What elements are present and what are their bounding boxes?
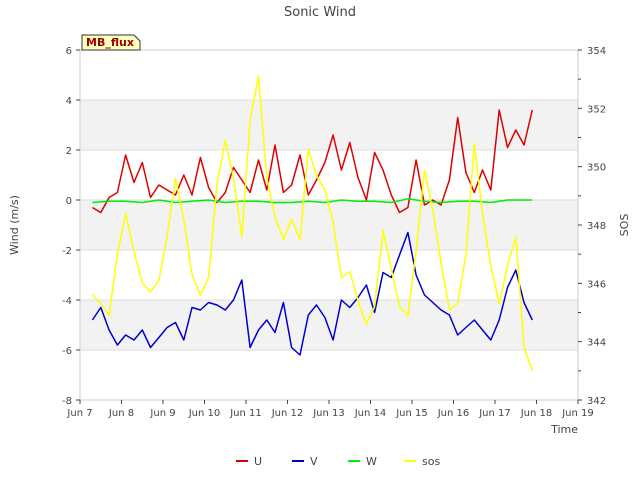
- y-left-tick-label: 6: [66, 46, 72, 57]
- y-left-tick-label: -2: [62, 246, 72, 257]
- y-right-tick-label: 342: [587, 396, 606, 407]
- legend-label-sos: sos: [422, 455, 440, 468]
- series-line-v: [91, 231, 533, 356]
- y-right-tick-label: 344: [587, 338, 606, 349]
- site-annotation-label: MB_flux: [86, 36, 134, 49]
- x-tick-label: Jun 13: [312, 408, 345, 419]
- y-right-tick-label: 348: [587, 221, 606, 232]
- x-tick-label: Jun 19: [561, 408, 594, 419]
- chart-title: Sonic Wind: [284, 5, 356, 20]
- y-axis-right-ticks: 342 344 346 348 350 352 354: [578, 46, 606, 407]
- background-band: [80, 350, 578, 400]
- x-tick-label: Jun 16: [437, 408, 470, 419]
- series-line-u: [92, 109, 534, 214]
- background-band: [80, 50, 578, 100]
- legend-label-u: U: [254, 455, 262, 468]
- y-axis-right-label: SOS: [618, 214, 631, 237]
- x-tick-label: Jun 17: [478, 408, 511, 419]
- legend-label-v: V: [310, 455, 318, 468]
- x-tick-label: Jun 9: [149, 408, 175, 419]
- series-line-w: [92, 198, 533, 204]
- background-band: [80, 100, 578, 150]
- y-axis-left-ticks: -8 -6 -4 -2 0 2 4 6: [62, 46, 80, 407]
- y-left-tick-label: -4: [62, 296, 72, 307]
- x-axis-label: Time: [550, 423, 578, 436]
- background-band: [80, 150, 578, 200]
- x-tick-label: Jun 7: [66, 408, 92, 419]
- x-axis-ticks: Jun 7 Jun 8 Jun 9 Jun 10 Jun 11 Jun 12 Jun 13 J…: [66, 400, 594, 419]
- y-left-tick-label: 0: [66, 196, 72, 207]
- background-band: [80, 250, 578, 300]
- x-tick-label: Jun 8: [108, 408, 134, 419]
- y-left-tick-label: -6: [62, 346, 72, 357]
- x-tick-label: Jun 12: [271, 408, 304, 419]
- series-layer: [91, 75, 534, 372]
- x-tick-label: Jun 14: [354, 408, 387, 419]
- y-right-tick-label: 352: [587, 104, 606, 115]
- y-left-tick-label: 2: [66, 146, 72, 157]
- site-annotation-box: MB_flux: [81, 34, 141, 51]
- y-left-tick-label: -8: [62, 396, 72, 407]
- y-left-tick-label: 4: [66, 96, 72, 107]
- y-right-tick-label: 354: [587, 46, 606, 57]
- x-tick-label: Jun 10: [188, 408, 221, 419]
- plot-background-bands: [80, 50, 578, 400]
- series-line-sos: [91, 75, 534, 372]
- y-right-tick-label: 346: [587, 279, 606, 290]
- legend-label-w: W: [366, 455, 377, 468]
- x-tick-label: Jun 11: [229, 408, 262, 419]
- x-tick-label: Jun 18: [520, 408, 553, 419]
- background-band: [80, 300, 578, 350]
- y-right-tick-label: 350: [587, 163, 606, 174]
- y-axis-left-label: Wind (m/s): [8, 195, 21, 255]
- x-tick-label: Jun 15: [395, 408, 428, 419]
